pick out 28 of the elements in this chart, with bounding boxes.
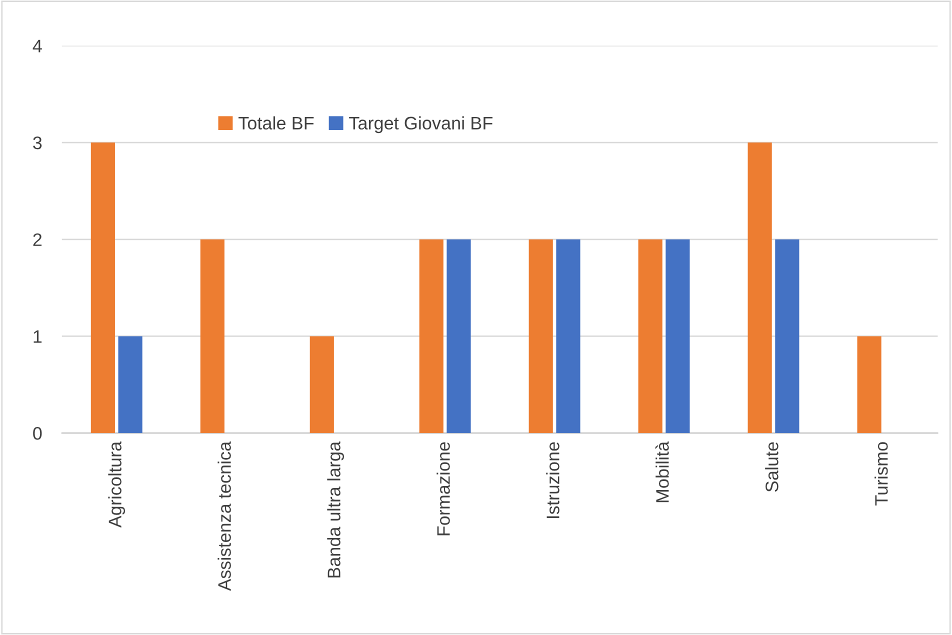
x-tick-label: Formazione [436, 442, 450, 536]
bar [638, 239, 662, 434]
bar [200, 239, 224, 434]
y-tick-label: 0 [33, 427, 42, 440]
bar [528, 239, 553, 434]
bar [118, 336, 142, 434]
bar [857, 336, 882, 434]
y-tick-label: 2 [33, 233, 42, 246]
bar [90, 142, 115, 434]
bar [666, 239, 690, 434]
bar [446, 239, 471, 434]
legend-label: Target Giovani BF [349, 116, 492, 134]
bar [556, 239, 580, 434]
x-tick-label: Salute [765, 442, 778, 492]
bar [419, 239, 444, 434]
x-tick-label: Turismo [874, 442, 888, 506]
bar [748, 142, 772, 434]
x-tick-label: Assistenza tecnica [218, 441, 231, 591]
x-tick-label: Mobilità [655, 441, 669, 502]
bar [310, 336, 334, 434]
x-tick-label: Istruzione [546, 442, 560, 518]
y-tick-label: 1 [34, 330, 42, 343]
x-tick-label: Banda ultra larga [327, 441, 344, 578]
legend-label: Totale BF [238, 116, 314, 130]
y-tick-label: 3 [33, 136, 42, 150]
x-tick-label: Agricoltura [108, 441, 126, 528]
bar [775, 239, 800, 434]
y-tick-label: 4 [32, 40, 42, 52]
